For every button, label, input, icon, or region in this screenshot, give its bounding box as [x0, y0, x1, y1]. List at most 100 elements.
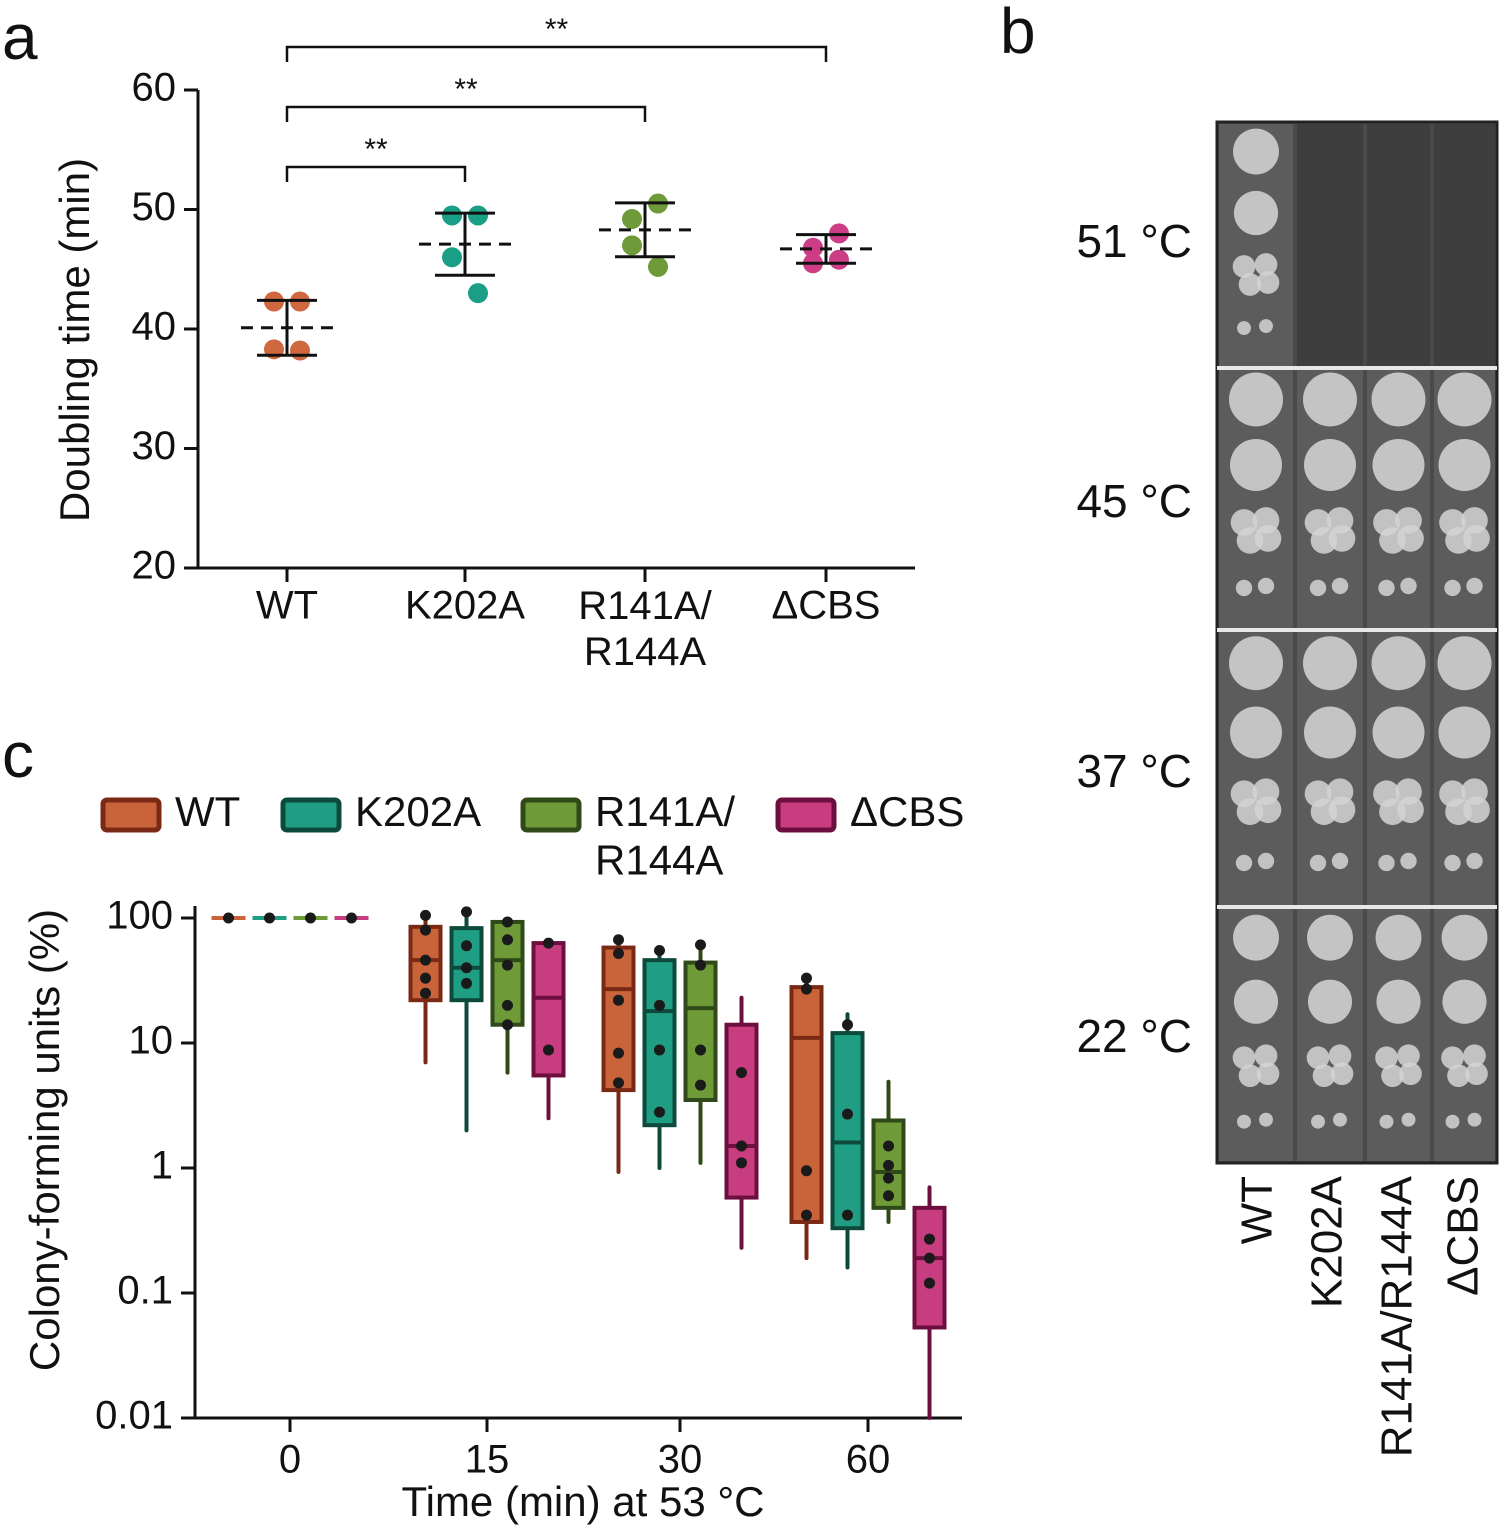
legend-swatch [520, 797, 582, 833]
data-point [829, 249, 849, 270]
colony-spot [1441, 914, 1488, 961]
box [683, 960, 718, 1102]
data-point [543, 1044, 554, 1056]
colony-spot [1442, 979, 1487, 1024]
data-point [842, 1019, 853, 1031]
colony-spot [1444, 579, 1461, 597]
data-point [695, 1044, 706, 1056]
box [830, 1031, 865, 1231]
legend-swatch [280, 797, 342, 833]
colony-spot [1400, 577, 1417, 595]
colony-spot [1259, 1112, 1273, 1127]
data-point [736, 1157, 747, 1169]
legend-label: R141A/R144A [595, 788, 735, 883]
significance-label: ** [364, 133, 388, 166]
colony-spot [1259, 319, 1273, 333]
x-tick-label: K202A [405, 584, 525, 628]
y-tick-label: 10 [129, 1019, 174, 1063]
colony-spot [1397, 796, 1424, 824]
panel-label: c [2, 719, 34, 791]
data-point [801, 1209, 812, 1221]
temperature-label: 51 °C [1076, 215, 1192, 267]
panel-label: b [1000, 0, 1036, 67]
data-point [695, 1079, 706, 1091]
y-tick-label: 60 [132, 66, 177, 110]
colony-spot [1467, 1112, 1482, 1127]
colony-spot [1311, 1114, 1325, 1129]
x-tick-label: R141A/R144A [578, 584, 712, 674]
y-tick-label: 50 [132, 185, 177, 229]
legend-label: K202A [355, 788, 481, 835]
x-axis-label: Time (min) at 53 °C [402, 1478, 765, 1525]
significance-label: ** [545, 13, 569, 46]
data-point [502, 999, 513, 1011]
data-point [420, 987, 431, 999]
data-point [290, 340, 310, 361]
data-point [801, 983, 812, 995]
colony-spot [1328, 1044, 1352, 1068]
x-tick-label: WT [256, 584, 318, 628]
data-point [883, 1159, 894, 1171]
colony-spot [1256, 1062, 1280, 1086]
colony-spot [1372, 438, 1425, 491]
data-point [420, 909, 431, 921]
data-point [468, 283, 488, 304]
temperature-label: 45 °C [1076, 475, 1192, 527]
colony-spot [1399, 1062, 1422, 1086]
data-point [622, 209, 642, 230]
colony-spot [1371, 636, 1426, 691]
colony-spot [1331, 852, 1349, 870]
colony-spot [1400, 852, 1417, 870]
data-point [613, 947, 624, 959]
colony-spot [1463, 796, 1490, 824]
data-point [346, 912, 357, 924]
colony-spot [1230, 706, 1282, 759]
colony-spot [1303, 636, 1357, 691]
colony-spot [1328, 796, 1356, 824]
legend-label: WT [175, 788, 240, 835]
colony-spot [1229, 636, 1283, 691]
colony-spot [1376, 979, 1421, 1024]
data-point [654, 1044, 665, 1056]
y-axis-label: Colony-forming units (%) [21, 909, 68, 1371]
colony-spot [1233, 190, 1279, 236]
colony-spot [1312, 1064, 1336, 1088]
colony-spot [1309, 579, 1327, 597]
temperature-label: 22 °C [1076, 1010, 1192, 1062]
legend-label: ΔCBS [850, 788, 964, 835]
colony-spot [1381, 1064, 1404, 1088]
box [642, 958, 677, 1128]
colony-spot [1233, 979, 1279, 1024]
colony-spot [1441, 1046, 1464, 1070]
data-point [695, 939, 706, 951]
colony-spot [1309, 854, 1327, 872]
data-point [461, 940, 472, 952]
y-tick-label: 100 [106, 894, 173, 938]
box [789, 985, 824, 1224]
y-tick-label: 0.01 [95, 1394, 173, 1438]
colony-spot [1379, 1114, 1394, 1129]
colony-spot [1235, 579, 1253, 597]
data-point [420, 972, 431, 984]
colony-spot [1378, 854, 1395, 872]
colony-spot [1238, 273, 1262, 296]
data-point [736, 1067, 747, 1079]
data-point [461, 962, 472, 974]
data-point [442, 205, 462, 226]
box [531, 941, 566, 1078]
box [724, 1022, 759, 1200]
plate-lane [1434, 124, 1495, 366]
colony-spot [1254, 253, 1278, 276]
data-point [924, 1252, 935, 1264]
colony-spot [1445, 1114, 1460, 1129]
colony-spot [1304, 438, 1356, 491]
colony-spot [1229, 372, 1283, 427]
colony-spot [1333, 1112, 1347, 1127]
data-point [613, 994, 624, 1006]
colony-spot [1237, 1114, 1251, 1129]
box [601, 945, 636, 1093]
colony-spot [1331, 577, 1349, 595]
x-tick-label: 0 [279, 1438, 301, 1482]
colony-spot [1330, 1062, 1354, 1086]
